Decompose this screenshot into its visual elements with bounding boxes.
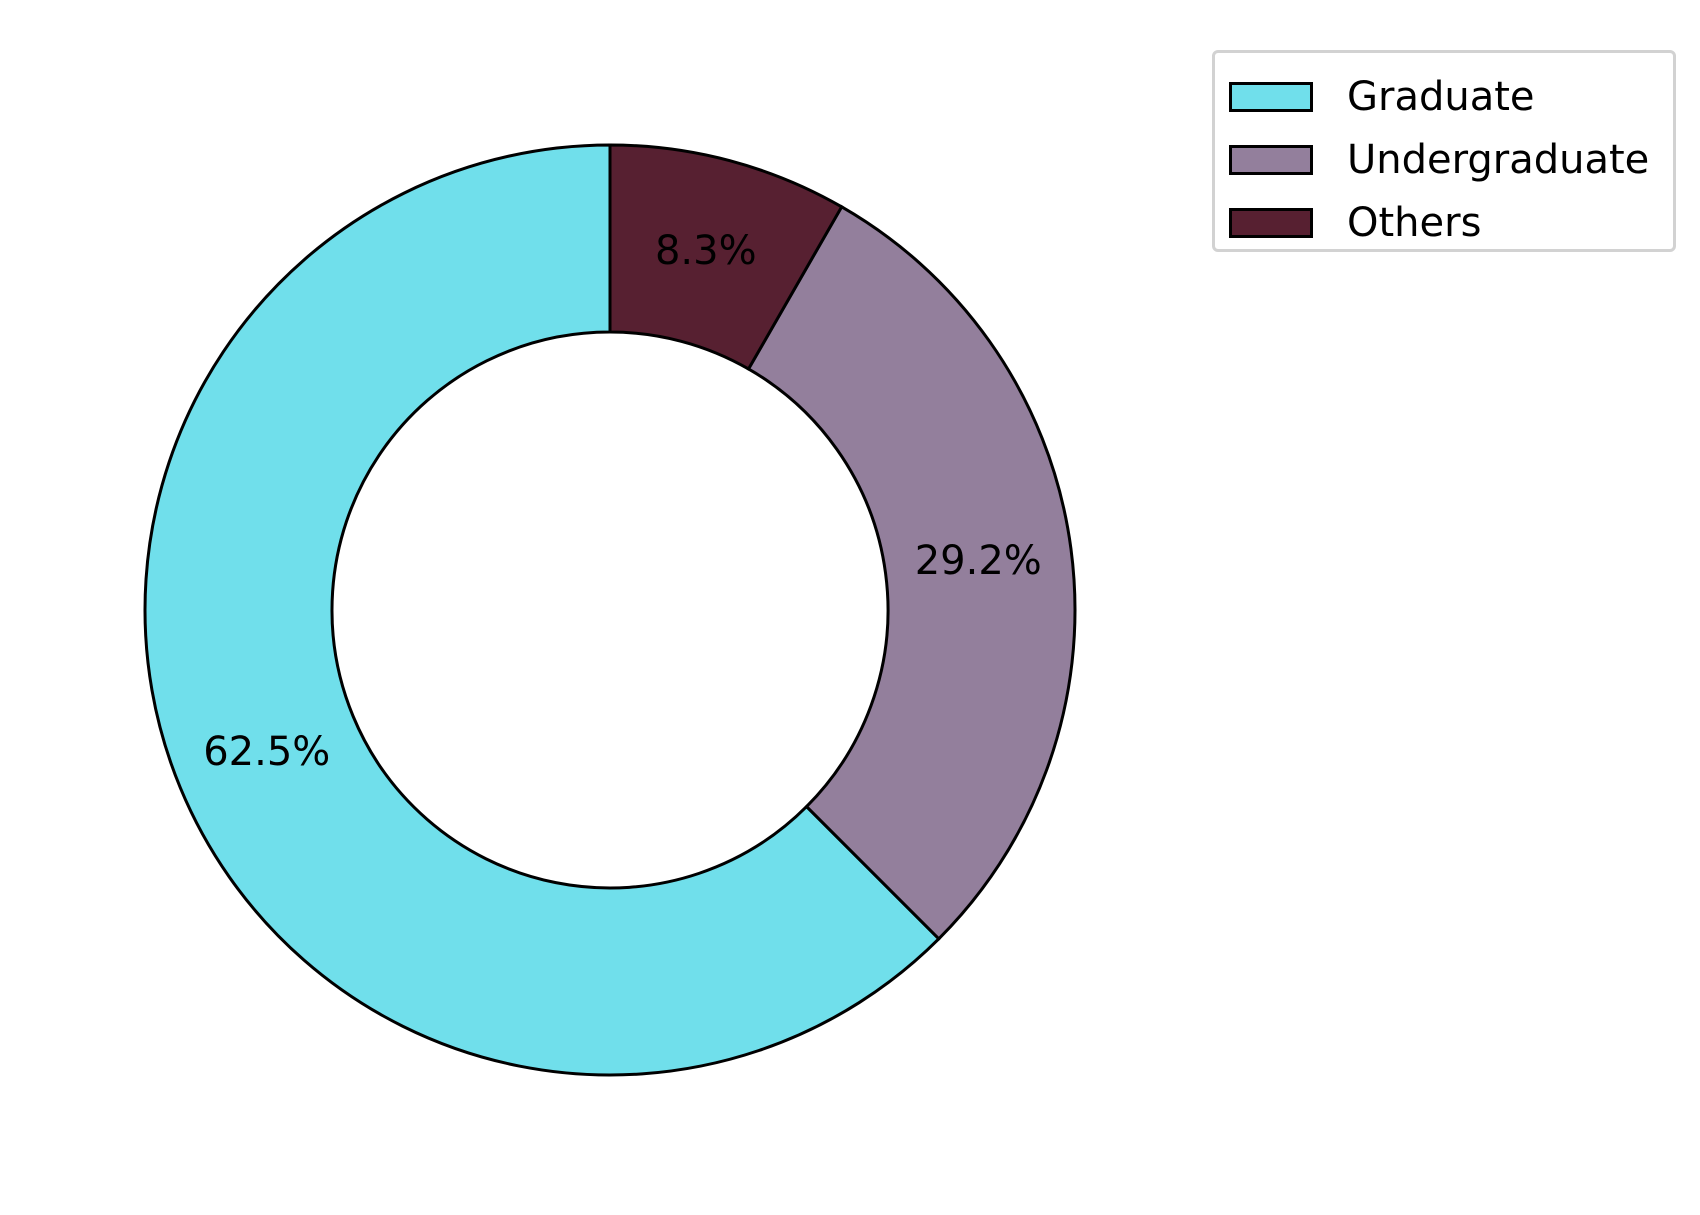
legend-label-graduate: Graduate <box>1347 73 1535 120</box>
legend-item-graduate: Graduate <box>1215 65 1673 128</box>
wedge-others <box>608 143 844 372</box>
legend-label-undergraduate: Undergraduate <box>1347 136 1650 183</box>
legend-swatch-others <box>1229 207 1313 238</box>
legend-label-others: Others <box>1347 199 1482 246</box>
legend-item-undergraduate: Undergraduate <box>1215 128 1673 191</box>
value-label-others: 8.3% <box>655 228 757 274</box>
legend-swatch-undergraduate <box>1229 144 1313 175</box>
chart-legend: Graduate Undergraduate Others <box>1212 50 1676 252</box>
wedge-undergraduate <box>746 204 1077 941</box>
value-label-graduate: 62.5% <box>203 729 330 775</box>
legend-item-others: Others <box>1215 191 1673 254</box>
wedge-graduate <box>143 143 941 1077</box>
value-label-undergraduate: 29.2% <box>915 538 1042 584</box>
legend-swatch-graduate <box>1229 81 1313 112</box>
